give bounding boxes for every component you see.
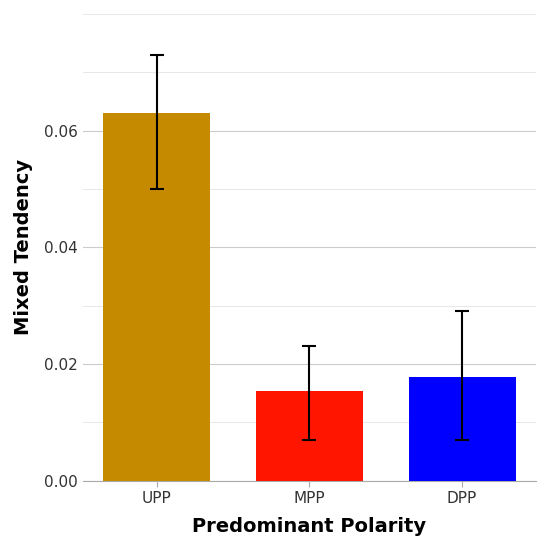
Bar bbox=[103, 113, 210, 481]
X-axis label: Predominant Polarity: Predominant Polarity bbox=[192, 517, 426, 536]
Bar bbox=[256, 392, 363, 481]
Y-axis label: Mixed Tendency: Mixed Tendency bbox=[14, 159, 33, 336]
Bar bbox=[409, 377, 515, 481]
